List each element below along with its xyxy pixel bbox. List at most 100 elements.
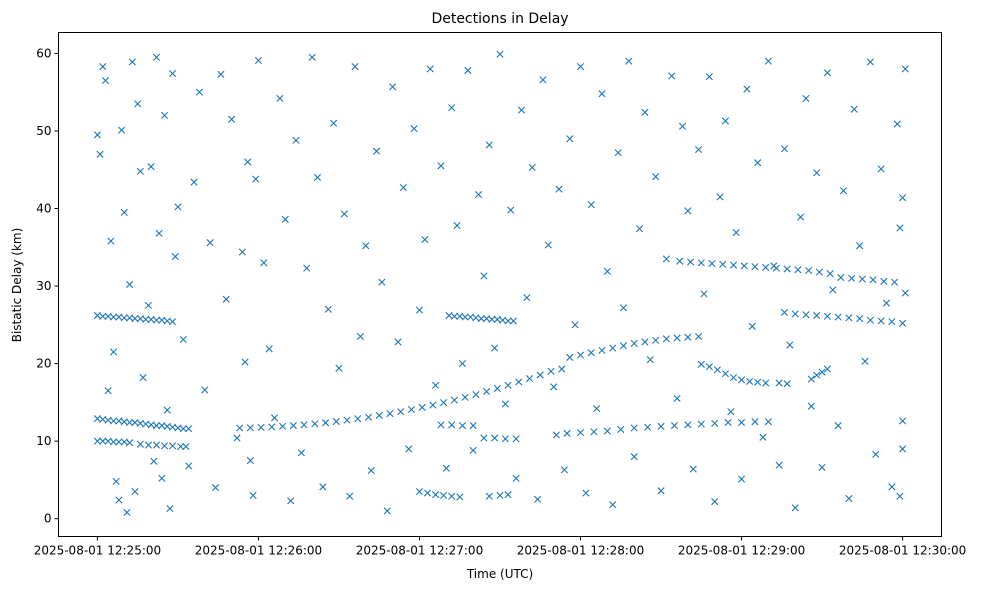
data-point	[265, 345, 273, 353]
data-point	[423, 489, 432, 497]
data-point	[576, 429, 585, 437]
data-point	[609, 501, 617, 509]
data-point	[493, 384, 501, 393]
data-point	[813, 311, 821, 320]
data-point	[504, 317, 512, 325]
data-point	[593, 404, 601, 413]
data-point	[877, 317, 885, 325]
data-point	[880, 277, 888, 285]
data-point	[415, 306, 424, 314]
data-point	[477, 315, 485, 323]
data-point	[254, 56, 263, 65]
data-point	[120, 208, 128, 216]
data-point	[397, 408, 405, 416]
data-point	[729, 373, 738, 382]
data-point	[260, 259, 268, 267]
data-point	[719, 260, 727, 268]
data-point	[802, 94, 810, 102]
data-point	[872, 450, 880, 458]
data-point	[168, 70, 177, 78]
data-point	[458, 360, 467, 368]
data-point	[509, 317, 518, 325]
data-point	[222, 295, 230, 303]
data-point	[783, 265, 791, 273]
data-point	[834, 422, 842, 430]
data-point	[313, 173, 322, 182]
y-tick-label: 0	[44, 512, 52, 526]
data-point	[152, 53, 161, 61]
data-point	[461, 393, 469, 401]
data-point	[729, 261, 738, 269]
data-point	[662, 335, 670, 343]
data-point	[155, 229, 163, 237]
data-point	[614, 149, 622, 157]
data-point	[440, 399, 448, 407]
data-point	[405, 445, 413, 453]
data-point	[525, 374, 534, 383]
data-point	[898, 417, 907, 425]
data-point	[185, 425, 193, 433]
data-point	[356, 332, 365, 341]
data-point	[762, 379, 770, 387]
data-point	[528, 163, 536, 172]
data-point	[456, 493, 464, 501]
data-point	[898, 445, 907, 453]
x-tick-label: 2025-08-01 12:27:00	[356, 544, 483, 558]
data-point	[705, 73, 713, 81]
data-point	[625, 57, 633, 65]
data-point	[469, 446, 477, 455]
data-point	[112, 477, 120, 486]
data-point	[437, 421, 445, 429]
data-point	[335, 364, 343, 372]
data-point	[109, 348, 118, 356]
data-point	[603, 427, 611, 435]
data-point	[686, 258, 695, 266]
data-point	[501, 400, 509, 408]
data-point	[560, 466, 569, 474]
data-point	[109, 438, 118, 446]
data-point	[448, 104, 456, 112]
data-point	[901, 289, 909, 297]
data-point	[386, 410, 394, 418]
data-point	[93, 131, 102, 139]
data-point	[794, 266, 802, 274]
data-point	[791, 310, 799, 318]
data-point	[442, 464, 450, 472]
data-point	[737, 376, 746, 384]
data-point	[861, 357, 869, 365]
data-point	[898, 194, 907, 202]
data-point	[598, 346, 606, 354]
data-point	[818, 368, 826, 376]
data-point	[678, 122, 687, 130]
data-point	[845, 494, 853, 503]
data-point	[721, 117, 730, 125]
data-point	[268, 423, 276, 431]
data-point	[751, 418, 759, 426]
data-point	[152, 441, 161, 449]
data-point	[823, 365, 832, 373]
data-point	[437, 162, 445, 170]
data-point	[598, 90, 606, 98]
data-point	[136, 167, 144, 175]
data-point	[308, 53, 316, 61]
data-point	[270, 414, 279, 422]
data-point	[751, 263, 759, 271]
data-point	[303, 264, 311, 272]
data-point	[711, 498, 719, 506]
data-point	[168, 318, 177, 326]
data-point	[708, 259, 716, 268]
data-point	[555, 185, 563, 193]
data-point	[657, 422, 665, 430]
data-point	[807, 402, 815, 410]
data-point	[515, 378, 523, 386]
data-point	[453, 221, 461, 230]
data-point	[619, 342, 628, 350]
data-point	[713, 366, 721, 374]
data-point	[780, 145, 789, 153]
data-point	[233, 434, 241, 442]
data-point	[566, 135, 574, 143]
data-point	[131, 487, 139, 496]
data-point	[351, 63, 359, 71]
data-point	[136, 440, 144, 448]
data-point	[190, 178, 198, 186]
